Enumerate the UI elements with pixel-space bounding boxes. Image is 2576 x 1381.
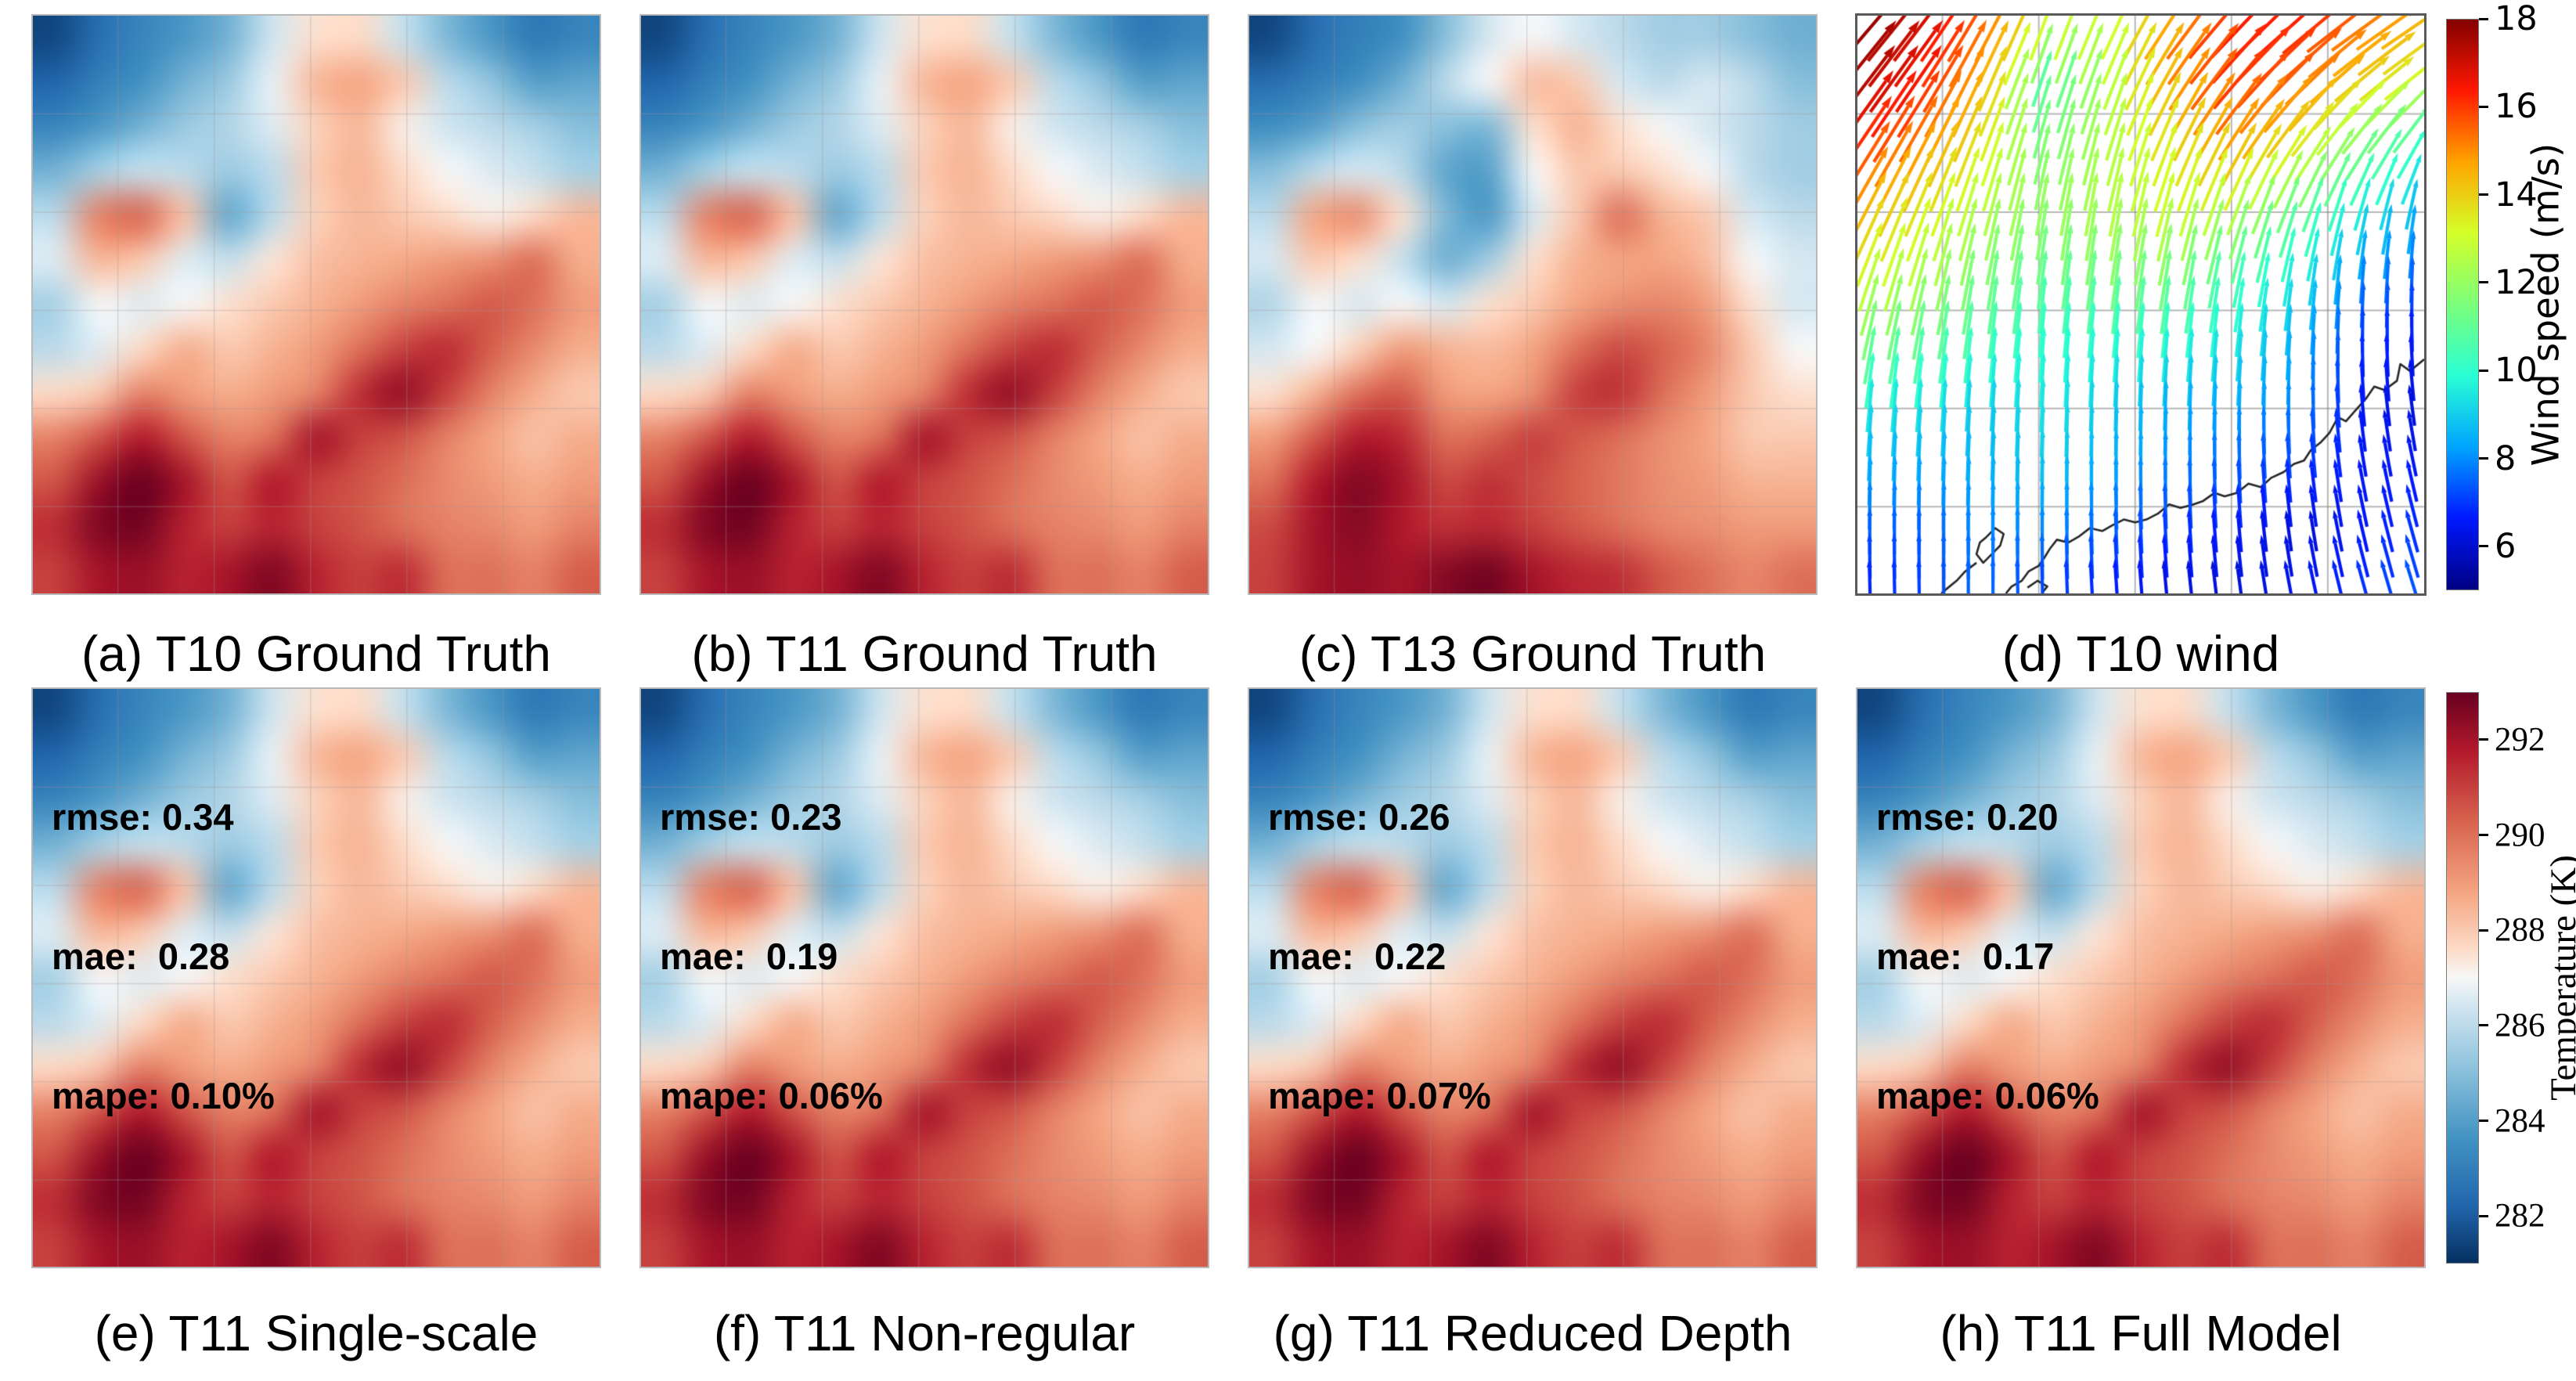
colorbar-tick-mark xyxy=(2479,193,2488,197)
panel-column-b: (b) T11 Ground Truth xyxy=(639,14,1209,683)
colorbar-tick-mark xyxy=(2479,1214,2488,1217)
colorbar-tick-label: 292 xyxy=(2495,721,2545,759)
metrics-overlay-g: rmse: 0.26 mae: 0.22 mape: 0.07% xyxy=(1268,701,1491,1211)
panel-f-heatmap: rmse: 0.23 mae: 0.19 mape: 0.06% xyxy=(639,687,1209,1268)
caption-b: (b) T11 Ground Truth xyxy=(691,626,1158,682)
metrics-overlay-e: rmse: 0.34 mae: 0.28 mape: 0.10% xyxy=(52,701,275,1211)
t11-single-scale-heatmap xyxy=(31,687,601,1268)
colorbar-tick-label: 14 xyxy=(2495,175,2538,215)
panel-d-quiver xyxy=(1855,13,2426,596)
colorbar-tick-label: 284 xyxy=(2495,1102,2545,1139)
colorbar-tick-mark xyxy=(2479,1120,2488,1122)
caption-c: (c) T13 Ground Truth xyxy=(1299,626,1767,682)
panel-c-heatmap xyxy=(1248,14,1818,595)
colorbar-tick-label: 288 xyxy=(2495,911,2545,949)
colorbar-tick-label: 282 xyxy=(2495,1197,2545,1235)
colorbar-tick-label: 10 xyxy=(2495,351,2538,391)
mape-value: mape: 0.06% xyxy=(1876,1074,2099,1116)
rmse-value: rmse: 0.23 xyxy=(660,796,842,838)
panel-column-c: (c) T13 Ground Truth xyxy=(1248,14,1818,683)
mape-value: mape: 0.07% xyxy=(1268,1074,1491,1116)
colorbar-tick-mark xyxy=(2479,928,2488,932)
rmse-value: rmse: 0.34 xyxy=(52,796,234,838)
rmse-value: rmse: 0.26 xyxy=(1268,796,1450,838)
mae-value: mae: 0.28 xyxy=(52,936,230,978)
mae-value: mae: 0.22 xyxy=(1268,936,1447,978)
temperature-colorbar-gradient xyxy=(2446,692,2479,1264)
colorbar-tick-mark xyxy=(2479,105,2488,108)
caption-d: (d) T10 wind xyxy=(2001,626,2280,682)
panel-column-e: rmse: 0.34 mae: 0.28 mape: 0.10% (e) T11… xyxy=(31,687,601,1362)
panel-g-heatmap: rmse: 0.26 mae: 0.22 mape: 0.07% xyxy=(1248,687,1818,1268)
t11-non-regular-heatmap xyxy=(639,687,1209,1268)
panel-column-d: (d) T10 wind xyxy=(1855,13,2426,683)
t11-ground-truth-heatmap xyxy=(639,14,1209,595)
metrics-overlay-f: rmse: 0.23 mae: 0.19 mape: 0.06% xyxy=(660,701,883,1211)
t10-wind-quiver-plot xyxy=(1855,13,2426,596)
caption-f: (f) T11 Non-regular xyxy=(713,1305,1136,1361)
mae-value: mae: 0.19 xyxy=(660,936,838,978)
wind-speed-colorbar: Wind speed (m/s) 6 8 10 12 14 16 18 xyxy=(2446,0,2568,590)
colorbar-tick-mark xyxy=(2479,17,2488,20)
panel-column-g: rmse: 0.26 mae: 0.22 mape: 0.07% (g) T11… xyxy=(1248,687,1818,1362)
panel-e-heatmap: rmse: 0.34 mae: 0.28 mape: 0.10% xyxy=(31,687,601,1268)
colorbar-tick-mark xyxy=(2479,834,2488,836)
panel-column-h: rmse: 0.20 mae: 0.17 mape: 0.06% (h) T11… xyxy=(1856,687,2426,1362)
panel-h-heatmap: rmse: 0.20 mae: 0.17 mape: 0.06% xyxy=(1856,687,2426,1268)
temperature-axis-label: Temperature (K) xyxy=(2543,855,2576,1101)
colorbar-tick-mark xyxy=(2479,457,2488,460)
colorbar-tick-label: 286 xyxy=(2495,1007,2545,1044)
colorbar-tick-mark xyxy=(2479,281,2488,284)
panel-a-heatmap xyxy=(31,14,601,595)
colorbar-tick-mark xyxy=(2479,1024,2488,1027)
t11-reduced-depth-heatmap xyxy=(1248,687,1818,1268)
colorbar-tick-mark xyxy=(2479,738,2488,741)
mape-value: mape: 0.10% xyxy=(52,1074,275,1116)
colorbar-tick-label: 8 xyxy=(2495,438,2517,478)
temperature-colorbar: Temperature (K) 282 284 286 288 290 292 xyxy=(2446,692,2576,1264)
colorbar-tick-label: 6 xyxy=(2495,526,2517,566)
wind-speed-colorbar-gradient xyxy=(2446,19,2479,590)
rmse-value: rmse: 0.20 xyxy=(1876,796,2059,838)
colorbar-tick-mark xyxy=(2479,545,2488,548)
colorbar-tick-label: 12 xyxy=(2495,262,2538,302)
panel-column-f: rmse: 0.23 mae: 0.19 mape: 0.06% (f) T11… xyxy=(639,687,1209,1362)
caption-e: (e) T11 Single-scale xyxy=(94,1305,539,1361)
metrics-overlay-h: rmse: 0.20 mae: 0.17 mape: 0.06% xyxy=(1876,701,2099,1211)
colorbar-tick-mark xyxy=(2479,369,2488,372)
colorbar-tick-label: 16 xyxy=(2495,87,2538,127)
t11-full-model-heatmap xyxy=(1856,687,2426,1268)
t10-ground-truth-heatmap xyxy=(31,14,601,595)
caption-a: (a) T10 Ground Truth xyxy=(81,626,551,682)
panel-b-heatmap xyxy=(639,14,1209,595)
panel-column-a: (a) T10 Ground Truth xyxy=(31,14,601,683)
colorbar-tick-label: 290 xyxy=(2495,817,2545,853)
mape-value: mape: 0.06% xyxy=(660,1074,883,1116)
mae-value: mae: 0.17 xyxy=(1876,936,2055,978)
caption-h: (h) T11 Full Model xyxy=(1940,1305,2342,1361)
caption-g: (g) T11 Reduced Depth xyxy=(1273,1305,1792,1361)
colorbar-tick-label: 18 xyxy=(2495,0,2538,38)
t13-ground-truth-heatmap xyxy=(1248,14,1818,595)
